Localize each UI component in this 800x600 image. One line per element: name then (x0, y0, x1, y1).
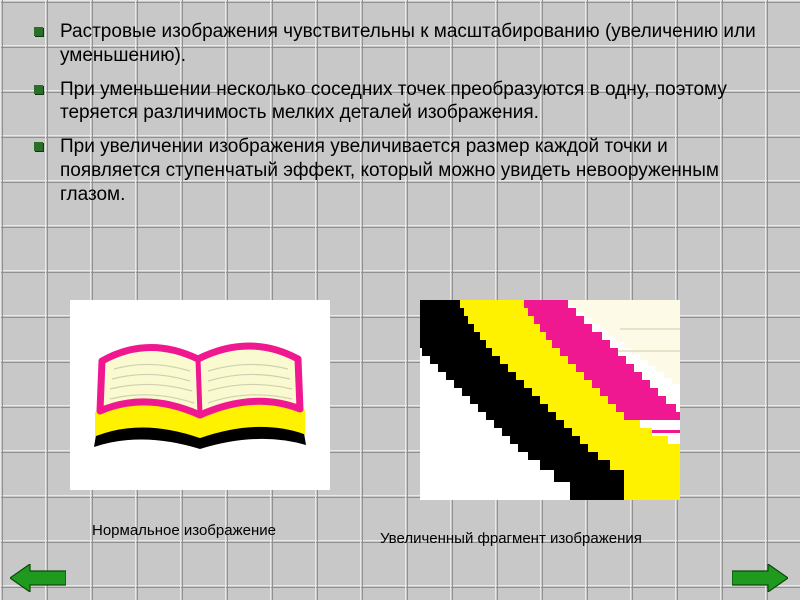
images-row (70, 300, 680, 500)
bullet-item: При уменьшении несколько соседних точек … (60, 78, 760, 126)
bullet-item: При увеличении изображения увеличивается… (60, 135, 760, 206)
arrow-right-icon (732, 564, 788, 592)
next-arrow-button[interactable] (732, 564, 788, 592)
caption-zoom: Увеличенный фрагмент изображения (380, 530, 642, 547)
book-illustration (80, 325, 320, 470)
prev-arrow-button[interactable] (10, 564, 66, 592)
normal-image (70, 300, 330, 490)
zoom-image (420, 300, 680, 500)
caption-normal: Нормальное изображение (92, 522, 276, 539)
text-content: Растровые изображения чувствительны к ма… (0, 0, 800, 206)
arrow-left-icon (10, 564, 66, 592)
bullet-list: Растровые изображения чувствительны к ма… (60, 20, 760, 206)
pixelated-fragment (420, 300, 680, 500)
bullet-item: Растровые изображения чувствительны к ма… (60, 20, 760, 68)
